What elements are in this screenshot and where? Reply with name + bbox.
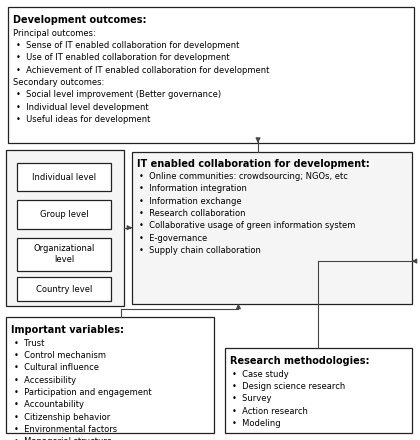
Text: Development outcomes:: Development outcomes: xyxy=(13,15,147,25)
Text: •  Use of IT enabled collaboration for development: • Use of IT enabled collaboration for de… xyxy=(16,53,230,62)
Text: •  Information exchange: • Information exchange xyxy=(139,197,242,205)
Bar xyxy=(8,7,414,143)
Text: •  Action research: • Action research xyxy=(232,407,308,415)
Text: •  Accountability: • Accountability xyxy=(14,400,84,409)
Text: Research methodologies:: Research methodologies: xyxy=(230,356,369,366)
Bar xyxy=(17,200,111,229)
Text: •  Individual level development: • Individual level development xyxy=(16,103,149,111)
Bar xyxy=(225,348,412,433)
Text: •  Modeling: • Modeling xyxy=(232,419,281,428)
Text: •  Survey: • Survey xyxy=(232,394,272,403)
Bar xyxy=(17,238,111,271)
Text: •  Design science research: • Design science research xyxy=(232,382,346,391)
Text: •  Research collaboration: • Research collaboration xyxy=(139,209,246,218)
Text: •  Information integration: • Information integration xyxy=(139,184,247,193)
Text: Organizational
level: Organizational level xyxy=(33,244,95,264)
Bar xyxy=(6,317,214,433)
Text: Important variables:: Important variables: xyxy=(11,325,124,335)
Text: •  Participation and engagement: • Participation and engagement xyxy=(14,388,152,397)
Text: •  Social level improvement (Better governance): • Social level improvement (Better gover… xyxy=(16,90,221,99)
Text: •  Case study: • Case study xyxy=(232,370,289,378)
Text: •  Managerial structure: • Managerial structure xyxy=(14,437,112,440)
Text: Country level: Country level xyxy=(36,285,92,294)
Text: •  Control mechanism: • Control mechanism xyxy=(14,351,106,360)
Bar xyxy=(6,150,124,306)
Text: Secondary outcomes:: Secondary outcomes: xyxy=(13,78,105,87)
Bar xyxy=(17,163,111,191)
Text: •  E-governance: • E-governance xyxy=(139,234,207,242)
Text: IT enabled collaboration for development:: IT enabled collaboration for development… xyxy=(137,159,370,169)
Text: •  Accessibility: • Accessibility xyxy=(14,376,76,385)
Text: Principal outcomes:: Principal outcomes: xyxy=(13,29,96,37)
Text: •  Online communities: crowdsourcing; NGOs, etc: • Online communities: crowdsourcing; NGO… xyxy=(139,172,348,181)
Text: •  Citizenship behavior: • Citizenship behavior xyxy=(14,413,110,422)
Text: •  Achievement of IT enabled collaboration for development: • Achievement of IT enabled collaboratio… xyxy=(16,66,269,74)
Text: •  Supply chain collaboration: • Supply chain collaboration xyxy=(139,246,261,255)
Text: Group level: Group level xyxy=(40,210,88,219)
Text: •  Sense of IT enabled collaboration for development: • Sense of IT enabled collaboration for … xyxy=(16,41,239,50)
Text: •  Collaborative usage of green information system: • Collaborative usage of green informati… xyxy=(139,221,355,230)
Text: •  Useful ideas for development: • Useful ideas for development xyxy=(16,115,150,124)
Bar xyxy=(132,152,412,304)
Bar xyxy=(17,277,111,301)
Text: •  Cultural influence: • Cultural influence xyxy=(14,363,99,372)
Text: •  Trust: • Trust xyxy=(14,339,44,348)
Text: •  Environmental factors: • Environmental factors xyxy=(14,425,117,434)
Text: Individual level: Individual level xyxy=(32,172,96,182)
